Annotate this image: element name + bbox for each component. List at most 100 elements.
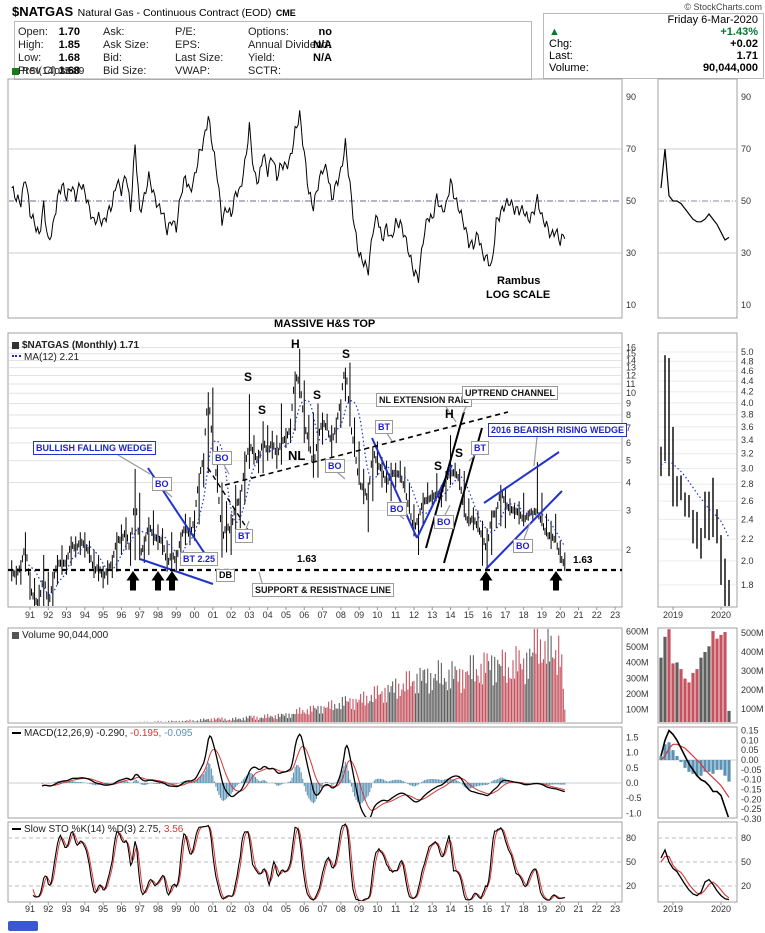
quote-field-label: Bid Size: [103, 65, 147, 77]
svg-text:00: 00 [190, 610, 200, 620]
svg-text:14: 14 [446, 610, 456, 620]
svg-text:7: 7 [626, 423, 631, 433]
svg-text:20: 20 [626, 881, 636, 891]
svg-text:17: 17 [500, 610, 510, 620]
quote-field-label: VWAP: [175, 65, 211, 77]
svg-text:21: 21 [574, 610, 584, 620]
credit: © StockCharts.com [684, 2, 762, 12]
svg-text:09: 09 [354, 904, 364, 914]
svg-text:-0.5: -0.5 [626, 793, 642, 803]
price-panel-label: $NATGAS (Monthly) 1.71 [12, 340, 139, 351]
svg-text:0.05: 0.05 [741, 745, 759, 755]
volume-icon [12, 631, 19, 639]
svg-text:11: 11 [391, 610, 400, 620]
svg-text:13: 13 [427, 904, 437, 914]
svg-text:200M: 200M [741, 685, 764, 695]
svg-text:2020: 2020 [711, 610, 731, 620]
symbol-name: Natural Gas - Continuous Contract (EOD) [77, 7, 272, 19]
svg-text:5.0: 5.0 [741, 347, 754, 357]
svg-text:11: 11 [626, 379, 635, 389]
svg-text:14: 14 [626, 355, 636, 365]
rsi-panel-series [9, 110, 621, 283]
svg-text:10: 10 [372, 904, 382, 914]
svg-text:10: 10 [372, 610, 382, 620]
sto-mini-series [659, 837, 736, 901]
svg-text:04: 04 [263, 610, 273, 620]
svg-text:-0.05: -0.05 [741, 765, 762, 775]
bottom-left-blue-bar [8, 921, 38, 931]
svg-text:10: 10 [626, 300, 636, 310]
svg-text:2019: 2019 [663, 610, 683, 620]
svg-text:0.10: 0.10 [741, 735, 759, 745]
sto-d-value: 3.56 [163, 824, 184, 835]
svg-text:98: 98 [153, 610, 163, 620]
svg-text:-0.15: -0.15 [741, 785, 762, 795]
svg-text:80: 80 [741, 833, 751, 843]
macd-signal-value: -0.195, [130, 728, 162, 739]
svg-text:13: 13 [626, 363, 636, 373]
change-box [543, 13, 764, 79]
svg-text:3.0: 3.0 [741, 463, 754, 473]
svg-text:23: 23 [610, 904, 620, 914]
svg-text:4.0: 4.0 [741, 398, 754, 408]
svg-text:01: 01 [208, 904, 218, 914]
svg-text:19: 19 [537, 610, 547, 620]
svg-text:22: 22 [592, 610, 602, 620]
rsi-mini-series [659, 148, 736, 254]
macd-mini-series [659, 729, 736, 817]
svg-text:97: 97 [135, 610, 145, 620]
price-mini-series [659, 351, 736, 606]
svg-text:07: 07 [318, 904, 328, 914]
ma-line-swatch [12, 355, 21, 359]
volume-mini-series [659, 629, 731, 722]
chg-value: +0.02 [730, 38, 758, 50]
quote-field-value: N/A [313, 52, 332, 64]
svg-text:100M: 100M [741, 704, 764, 714]
title-row: $NATGAS Natural Gas - Continuous Contrac… [12, 3, 296, 21]
quote-field-value: 1.68 [58, 52, 80, 64]
svg-text:1.8: 1.8 [741, 580, 754, 590]
svg-text:2.6: 2.6 [741, 496, 754, 506]
svg-text:91: 91 [25, 904, 35, 914]
svg-text:96: 96 [116, 610, 126, 620]
svg-text:90: 90 [741, 92, 751, 102]
svg-text:80: 80 [626, 833, 636, 843]
ma-label: MA(12) 2.21 [12, 352, 79, 363]
sto-panel-series [9, 823, 621, 901]
svg-text:20: 20 [741, 881, 751, 891]
svg-text:4.6: 4.6 [741, 366, 754, 376]
panel-frames [7, 78, 738, 903]
svg-text:30: 30 [741, 248, 751, 258]
pct-change: +1.43% [720, 26, 758, 38]
svg-text:-0.10: -0.10 [741, 775, 762, 785]
svg-text:04: 04 [263, 904, 273, 914]
quote-field-label: Low: [18, 52, 42, 64]
quote-date: Friday 6-Mar-2020 [667, 14, 758, 26]
svg-text:3.2: 3.2 [741, 449, 754, 459]
svg-text:10: 10 [626, 388, 636, 398]
svg-text:90: 90 [626, 92, 636, 102]
quote-field-label: Options: [248, 26, 289, 38]
svg-text:15: 15 [626, 349, 636, 359]
svg-text:200M: 200M [626, 689, 649, 699]
svg-text:91: 91 [25, 610, 35, 620]
svg-text:12: 12 [409, 610, 419, 620]
svg-text:99: 99 [171, 904, 181, 914]
svg-text:5: 5 [626, 456, 631, 466]
svg-text:1.0: 1.0 [626, 748, 639, 758]
macd-panel-series [9, 733, 621, 817]
svg-text:300M: 300M [741, 666, 764, 676]
svg-text:11: 11 [391, 904, 400, 914]
svg-text:08: 08 [336, 904, 346, 914]
quote-field-label: Annual Dividend: [248, 39, 332, 51]
quote-field-label: Ask Size: [103, 39, 149, 51]
svg-text:92: 92 [43, 904, 53, 914]
svg-text:300M: 300M [626, 673, 649, 683]
volume-panel-label: Volume 90,044,000 [12, 630, 108, 641]
svg-text:2: 2 [626, 545, 631, 555]
rsi-panel-label: RSI(14) 35.89 [12, 66, 84, 77]
svg-text:9: 9 [626, 398, 631, 408]
svg-text:400M: 400M [626, 658, 649, 668]
svg-text:98: 98 [153, 904, 163, 914]
header-volume-label: Volume: [549, 62, 589, 74]
